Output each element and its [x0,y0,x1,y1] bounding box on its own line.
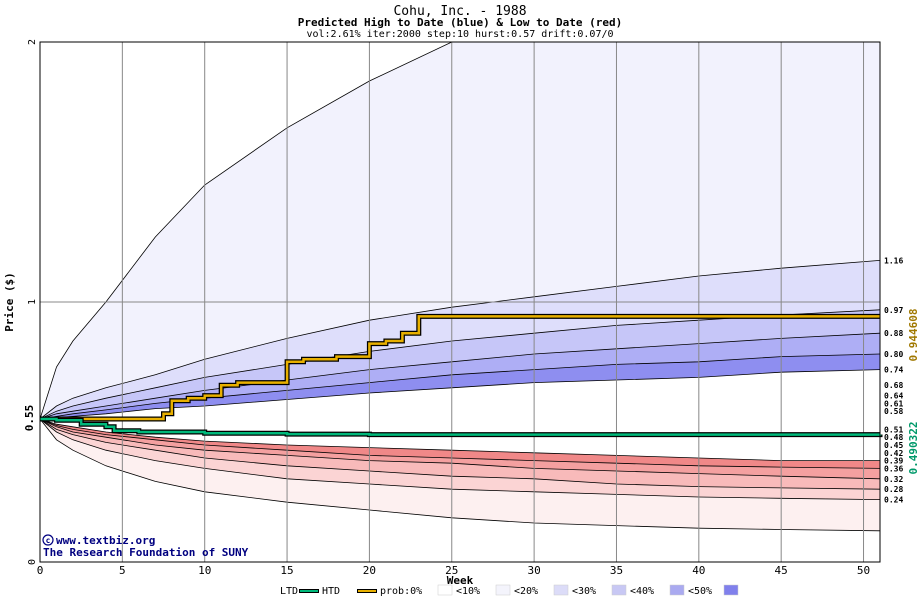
copyright-c: c [46,536,51,545]
x-tick-15: 15 [280,564,293,577]
right-label: 1.16 [884,256,903,265]
y-tick-1: 1 [27,299,38,305]
x-tick-10: 10 [198,564,211,577]
legend-label: <30% [572,586,596,597]
right-label: 0.58 [884,407,903,416]
legend-label: HTD [322,586,340,597]
plot-frame [39,41,881,563]
legend-swatch [495,584,511,596]
watermark-line1: www.textbiz.org [56,534,155,547]
x-tick-0: 0 [37,564,44,577]
band-edge-upper_40 [39,353,881,420]
watermark-line2: The Research Foundation of SUNY [43,546,249,559]
legend-swatch [723,584,739,596]
right-label: 0.68 [884,381,903,390]
legend-swatch [553,584,569,596]
right-label: 0.74 [884,366,903,375]
x-tick-5: 5 [119,564,126,577]
x-tick-30: 30 [527,564,540,577]
legend-label: LTD [280,586,298,597]
legend-swatch [358,590,376,592]
x-tick-20: 20 [363,564,376,577]
right-label: 0.88 [884,329,903,338]
right-label: 0.45 [884,441,903,450]
chart-params: vol:2.61% iter:2000 step:10 hurst:0.57 d… [306,29,613,40]
upper-band-3 [40,333,880,419]
right-label: 0.97 [884,306,903,315]
chart-subtitle: Predicted High to Date (blue) & Low to D… [298,16,623,29]
right-label: 0.51 [884,425,903,434]
grid-lines [40,42,880,562]
right-label: 0.32 [884,475,903,484]
legend-swatch [437,584,453,596]
right-label: 0.64 [884,392,903,401]
copyright-icon [42,534,54,546]
legend-label: <20% [514,586,538,597]
series-lines [40,313,883,438]
band-edge-lower_outer [39,418,881,532]
x-tick-40: 40 [692,564,705,577]
band-edge-upper_30 [39,332,881,420]
legend-swatch [611,584,627,596]
y-axis-label: Price ($) [3,272,16,332]
chart-title: Cohu, Inc. - 1988 [393,4,526,19]
legend-label: <40% [630,586,654,597]
upper-band-2 [40,309,880,419]
upper-band-0 [40,42,880,419]
right-label: 0.42 [884,449,903,458]
right-label: 0.24 [884,496,903,505]
band-edge-upper_50 [39,369,881,420]
start-value-label: 0.55 [23,405,36,432]
right-label: 0.28 [884,485,903,494]
y-tick-labels: 0 1 2 [27,39,38,565]
band-edge-lower_10 [39,418,881,500]
band-edge-lower_20 [39,418,881,490]
x-tick-50: 50 [857,564,870,577]
right-label: 0.61 [884,399,903,408]
band-edge-lower_40 [39,418,881,469]
band-edge-lower_50 [39,418,880,462]
probability-bands [39,41,881,532]
high-to-date-label: 0.944608 [907,309,920,362]
right-label: 0.48 [884,433,903,442]
x-axis-label: Week [447,574,474,587]
center-band [40,369,880,461]
upper-band-1 [40,260,880,419]
series-line-LTD [40,417,882,436]
legend-label: <10% [456,586,480,597]
right-label: 0.39 [884,457,903,466]
x-tick-45: 45 [775,564,788,577]
y-tick-0: 0 [27,559,38,565]
lower-band-1 [40,419,880,500]
legend: LTD HTD prob:0% <10% <20% <30% <40% <50% [280,584,739,597]
right-label: 0.36 [884,464,903,473]
right-labels: 1.16 0.97 0.88 0.80 0.74 0.68 0.640.610.58 0.51… [884,256,903,504]
lower-band-4 [40,419,880,469]
legend-swatch [300,590,318,592]
x-tick-25: 25 [445,564,458,577]
band-edge-upper_10 [39,260,881,420]
x-tick-labels: 0 5 10 15 20 25 30 35 40 45 50 [37,564,870,577]
lower-band-0 [40,419,880,531]
lower-band-3 [40,419,880,479]
legend-swatch [669,584,685,596]
watermark: c www.textbiz.org The Research Foundatio… [42,534,249,559]
lower-band-2 [40,419,880,490]
low-to-date-label: 0.490322 [907,422,920,475]
legend-label: <50% [688,586,712,597]
x-tick-35: 35 [610,564,623,577]
upper-band-4 [40,354,880,419]
band-edge-lower_30 [39,418,881,480]
legend-label: prob:0% [380,586,422,597]
right-label: 0.80 [884,350,903,359]
y-tick-2: 2 [27,39,38,45]
series-line-HTD [40,315,880,421]
